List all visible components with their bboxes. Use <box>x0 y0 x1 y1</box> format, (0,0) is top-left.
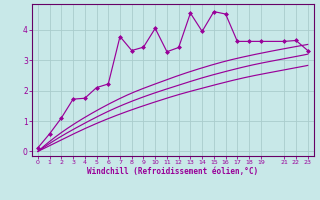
X-axis label: Windchill (Refroidissement éolien,°C): Windchill (Refroidissement éolien,°C) <box>87 167 258 176</box>
